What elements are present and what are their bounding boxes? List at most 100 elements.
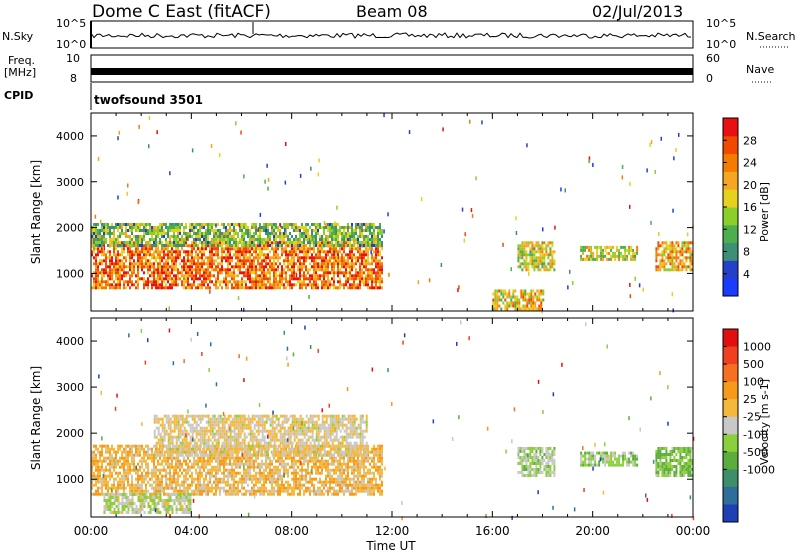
data-cell [233, 277, 235, 280]
data-cell [275, 274, 277, 277]
data-cell [281, 241, 283, 244]
scatter-cell [678, 133, 680, 137]
data-cell [101, 280, 103, 283]
data-cell [185, 460, 187, 463]
data-cell [291, 277, 293, 280]
data-cell [345, 277, 347, 280]
scatter-cell [169, 306, 171, 310]
data-cell [361, 241, 363, 244]
data-cell [183, 232, 185, 235]
data-cell [145, 280, 147, 283]
data-cell [123, 271, 125, 274]
data-cell [271, 268, 273, 271]
data-cell [243, 286, 245, 289]
data-cell [115, 244, 117, 247]
data-cell [103, 445, 105, 448]
data-cell [502, 290, 504, 293]
data-cell [147, 280, 149, 283]
data-cell [301, 256, 303, 259]
data-cell [669, 256, 671, 259]
colorbar-swatch [723, 118, 738, 136]
data-cell [109, 235, 111, 238]
data-cell [147, 262, 149, 265]
data-cell [133, 268, 135, 271]
scatter-cell [234, 281, 236, 285]
data-cell [343, 256, 345, 259]
data-cell [117, 274, 119, 277]
data-cell [175, 226, 177, 229]
data-cell [185, 475, 187, 478]
data-cell [365, 277, 367, 280]
data-cell [313, 463, 315, 466]
data-cell [207, 229, 209, 232]
data-cell [227, 490, 229, 493]
data-cell [157, 232, 159, 235]
data-cell [355, 229, 357, 232]
data-cell [301, 223, 303, 226]
data-cell [331, 235, 333, 238]
data-cell [349, 286, 351, 289]
data-cell [137, 271, 139, 274]
data-cell [187, 268, 189, 271]
data-cell [347, 229, 349, 232]
data-cell [135, 478, 137, 481]
data-cell [175, 460, 177, 463]
data-cell [301, 472, 303, 475]
data-cell [201, 232, 203, 235]
data-cell [227, 271, 229, 274]
data-cell [522, 308, 524, 311]
data-cell [219, 280, 221, 283]
data-cell [147, 250, 149, 253]
data-cell [167, 247, 169, 250]
data-cell [343, 226, 345, 229]
data-cell [109, 229, 111, 232]
data-cell [109, 463, 111, 466]
data-cell [139, 460, 141, 463]
data-cell [582, 252, 584, 255]
data-cell [207, 232, 209, 235]
data-cell [149, 265, 151, 268]
data-cell [255, 481, 257, 484]
data-cell [151, 283, 153, 286]
data-cell [93, 247, 95, 250]
data-cell [279, 241, 281, 244]
data-cell [117, 262, 119, 265]
data-cell [93, 244, 95, 247]
data-cell [309, 256, 311, 259]
data-cell [369, 238, 371, 241]
data-cell [263, 268, 265, 271]
data-cell [111, 472, 113, 475]
data-cell [245, 280, 247, 283]
data-cell [687, 256, 689, 259]
data-cell [683, 241, 685, 244]
data-cell [287, 463, 289, 466]
data-cell [197, 286, 199, 289]
data-cell [313, 223, 315, 226]
data-cell [137, 451, 139, 454]
data-cell [323, 487, 325, 490]
data-cell [679, 247, 681, 250]
data-cell [687, 244, 689, 247]
data-cell [223, 223, 225, 226]
data-cell [532, 305, 534, 308]
data-cell [235, 481, 237, 484]
data-cell [95, 280, 97, 283]
data-cell [521, 250, 523, 253]
data-cell [263, 280, 265, 283]
data-cell [351, 250, 353, 253]
data-cell [227, 283, 229, 286]
data-cell [195, 274, 197, 277]
data-cell [171, 241, 173, 244]
data-cell [225, 286, 227, 289]
data-cell [305, 274, 307, 277]
data-cell [534, 296, 536, 299]
data-cell [131, 283, 133, 286]
data-cell [519, 256, 521, 259]
data-cell [115, 277, 117, 280]
data-cell [243, 274, 245, 277]
data-cell [215, 490, 217, 493]
data-cell [365, 238, 367, 241]
data-cell [305, 490, 307, 493]
data-cell [673, 247, 675, 250]
data-cell [357, 283, 359, 286]
